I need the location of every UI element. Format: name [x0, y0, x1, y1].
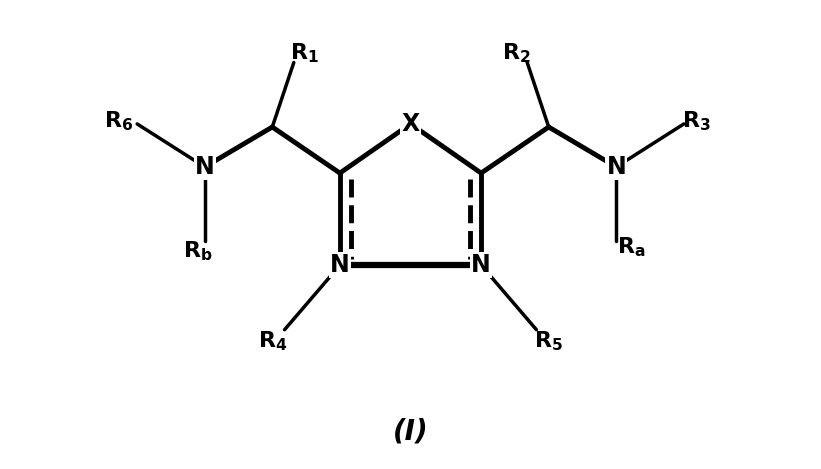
Text: N: N — [471, 253, 491, 277]
Text: R$_{\mathregular{6}}$: R$_{\mathregular{6}}$ — [104, 109, 134, 133]
Text: R$_{\mathregular{3}}$: R$_{\mathregular{3}}$ — [681, 109, 710, 133]
Text: R$_{\mathregular{4}}$: R$_{\mathregular{4}}$ — [258, 329, 287, 353]
Text: X: X — [401, 112, 420, 136]
Text: R$_{\mathregular{5}}$: R$_{\mathregular{5}}$ — [534, 329, 563, 353]
Text: R$_{\mathregular{2}}$: R$_{\mathregular{2}}$ — [502, 41, 530, 65]
Text: N: N — [195, 155, 214, 179]
Text: R$_{\mathregular{a}}$: R$_{\mathregular{a}}$ — [617, 235, 646, 258]
Text: R$_{\mathregular{b}}$: R$_{\mathregular{b}}$ — [182, 240, 212, 264]
Text: N: N — [607, 155, 626, 179]
Text: (I): (I) — [392, 417, 429, 445]
Text: R$_{\mathregular{1}}$: R$_{\mathregular{1}}$ — [291, 41, 319, 65]
Text: N: N — [330, 253, 350, 277]
